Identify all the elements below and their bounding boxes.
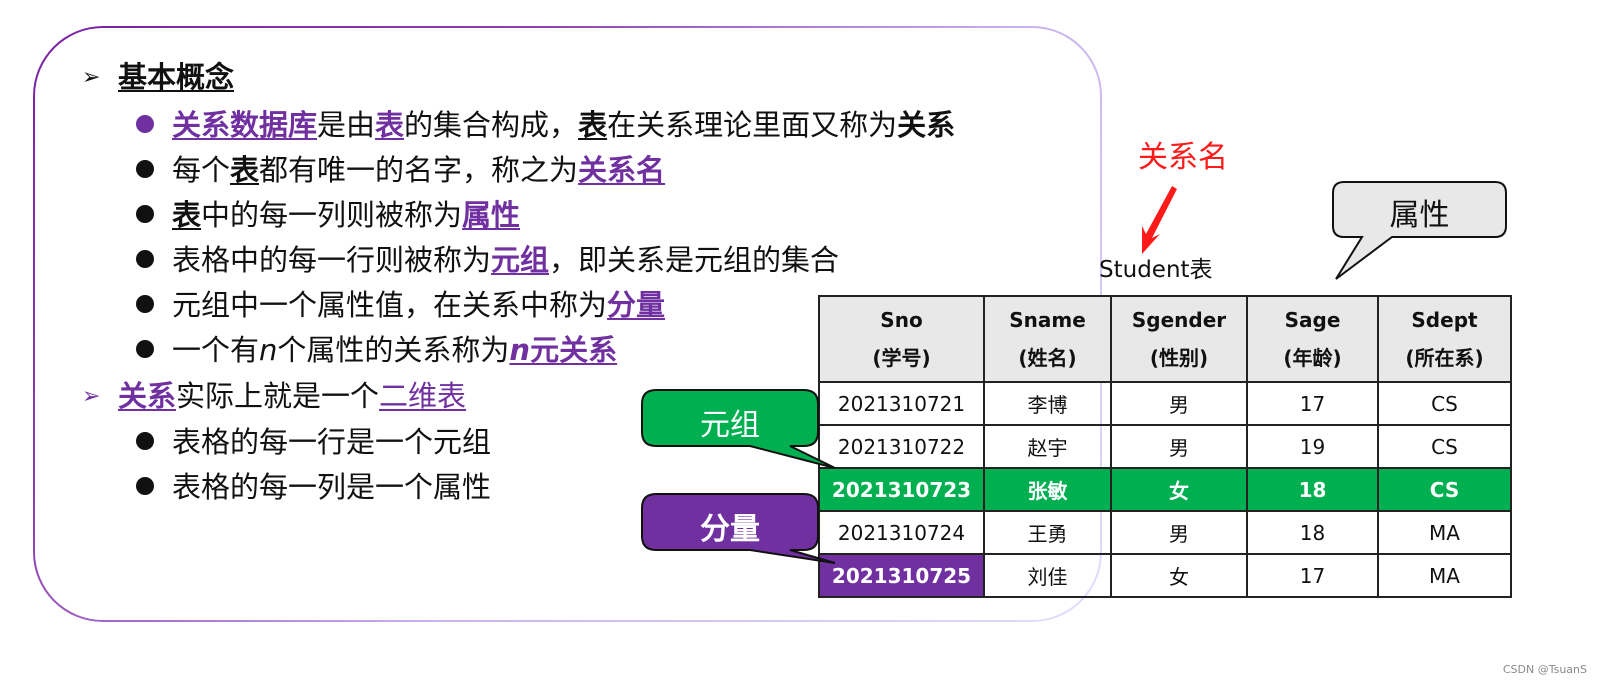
bullet-dot-icon [136,115,154,133]
tuple-callout-label: 元组 [700,408,760,443]
heading-relation-2d-table: ➢ 关系实际上就是一个二维表 [82,379,467,413]
bullet-row-is-tuple: 表格的每一行是一个元组 [136,424,491,460]
table-cell: CS [1377,381,1512,426]
bullet-tuple: 表格中的每一行则被称为元组，即关系是元组的集合 [136,242,839,278]
attribute-callout-label: 属性 [1389,198,1450,233]
bullet-dot-icon [136,432,154,450]
table-cell: 女 [1110,553,1248,598]
component-callout-bubble [641,493,836,564]
bullet-dot-icon [136,250,154,268]
header-sno: Sno (学号) [818,295,985,383]
table-cell: 17 [1246,381,1379,426]
header-sname: Sname (姓名) [983,295,1112,383]
bullet-dot-icon [136,205,154,223]
table-cell: 刘佳 [983,553,1112,598]
table-cell: 19 [1246,424,1379,469]
table-row: 2021310725 刘佳 女 17 MA [818,553,1512,598]
table-cell: 2021310724 [818,510,985,555]
table-cell: 李博 [983,381,1112,426]
table-cell: 2021310722 [818,424,985,469]
table-cell: 2021310723 [818,467,985,512]
arrow-bullet-icon: ➢ [82,384,101,409]
table-cell: CS [1377,467,1512,512]
bullet-dot-icon [136,340,154,358]
table-cell: 赵宇 [983,424,1112,469]
table-cell: 男 [1110,381,1248,426]
bullet-relational-database: 关系数据库是由表的集合构成，表在关系理论里面又称为关系 [136,107,955,143]
table-cell: 18 [1246,467,1379,512]
arrow-bullet-icon: ➢ [82,65,101,90]
table-row: 2021310722 赵宇 男 19 CS [818,424,1512,469]
tuple-callout-bubble [641,389,836,469]
bullet-relation-name: 每个表都有唯一的名字，称之为关系名 [136,152,665,188]
bullet-attribute: 表中的每一列则被称为属性 [136,197,520,233]
table-cell: 女 [1110,467,1248,512]
table-cell: 张敏 [983,467,1112,512]
table-cell-highlighted-component: 2021310725 [818,553,985,598]
watermark: CSDN @TsuanS [1502,663,1587,676]
table-name: Student表 [1099,257,1213,283]
bullet-dot-icon [136,477,154,495]
bullet-n-ary-relation: 一个有n个属性的关系称为n元关系 [136,332,617,368]
table-cell: CS [1377,424,1512,469]
table-cell: MA [1377,553,1512,598]
table-row-highlighted-tuple: 2021310723 张敏 女 18 CS [818,467,1512,512]
component-callout-label: 分量 [700,512,760,547]
table-cell: 男 [1110,424,1248,469]
bullet-dot-icon [136,295,154,313]
table-cell: 17 [1246,553,1379,598]
student-table: Sno (学号) Sname (姓名) Sgender (性别) Sage (年龄) S… [818,295,1512,598]
table-row: 2021310721 李博 男 17 CS [818,381,1512,426]
header-sgender: Sgender (性别) [1110,295,1248,383]
table-cell: 王勇 [983,510,1112,555]
heading-basic-concepts: ➢ 基本概念 [82,60,235,94]
relation-name-label: 关系名 [1138,140,1228,175]
red-arrow-icon [1142,186,1177,254]
table-row: 2021310724 王勇 男 18 MA [818,510,1512,555]
bullet-column-is-attribute: 表格的每一列是一个属性 [136,469,491,505]
attribute-callout-bubble [1332,181,1507,280]
table-cell: 18 [1246,510,1379,555]
header-sdept: Sdept (所在系) [1377,295,1512,383]
table-cell: 2021310721 [818,381,985,426]
table-cell: MA [1377,510,1512,555]
table-cell: 男 [1110,510,1248,555]
bullet-dot-icon [136,160,154,178]
table-header-row: Sno (学号) Sname (姓名) Sgender (性别) Sage (年龄) S… [818,295,1512,383]
header-sage: Sage (年龄) [1246,295,1379,383]
bullet-component: 元组中一个属性值，在关系中称为分量 [136,287,665,323]
